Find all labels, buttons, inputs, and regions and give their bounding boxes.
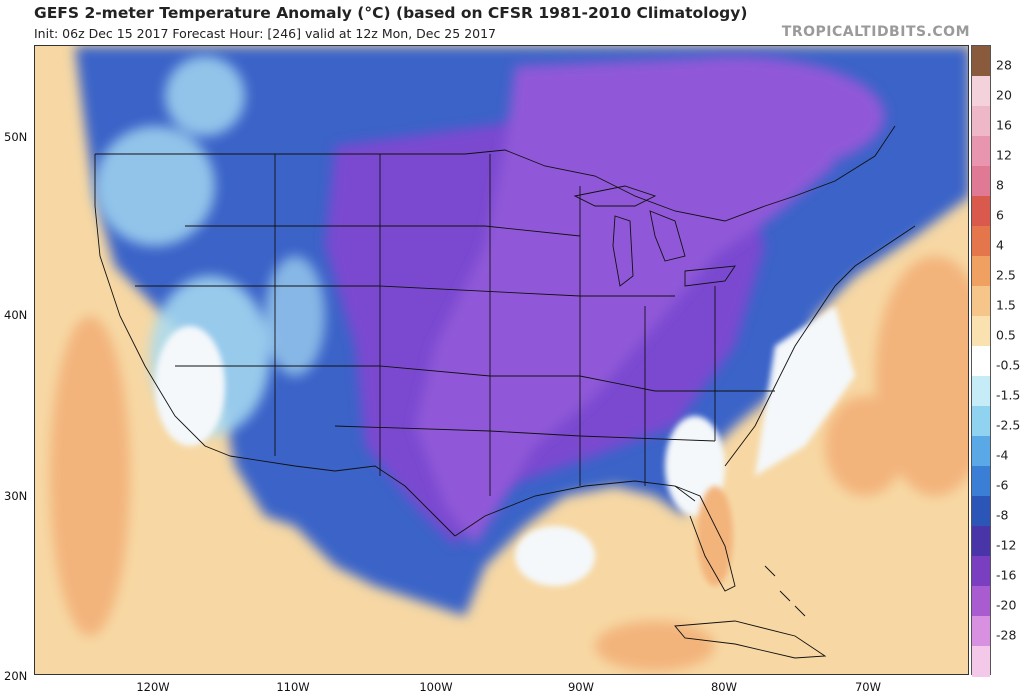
color-scale-tick-label: 0.5 bbox=[996, 327, 1016, 343]
gulf-warm-patch bbox=[595, 621, 715, 671]
color-scale-segment bbox=[972, 646, 990, 677]
color-scale-segment bbox=[972, 346, 990, 377]
color-scale-segment bbox=[972, 526, 990, 557]
lake-erie bbox=[684, 265, 736, 287]
lat-label-30n: 30N bbox=[4, 489, 28, 503]
color-scale-tick-label: 1.5 bbox=[996, 297, 1016, 313]
atlantic-warm-patch-2 bbox=[825, 396, 905, 496]
watermark: TROPICALTIDBITS.COM bbox=[781, 24, 970, 40]
boundaries bbox=[94, 125, 916, 592]
florida-outline bbox=[674, 485, 736, 592]
color-scale-tick-label: -8 bbox=[996, 507, 1009, 523]
color-scale-segment bbox=[972, 136, 990, 167]
cuba-outline bbox=[674, 620, 827, 659]
coldest-core bbox=[415, 56, 885, 546]
color-scale-segment bbox=[972, 76, 990, 107]
lon-label-120w: 120W bbox=[136, 680, 170, 694]
east-coast bbox=[724, 225, 916, 467]
pacific-warm-patch bbox=[50, 316, 130, 636]
color-scale-segment bbox=[972, 496, 990, 527]
baja-white bbox=[155, 326, 225, 446]
lat-label-40n: 40N bbox=[4, 308, 28, 322]
color-scale-tick-label: 28 bbox=[996, 57, 1012, 73]
lake-huron bbox=[649, 210, 686, 262]
color-scale-segment bbox=[972, 316, 990, 347]
map-panel bbox=[34, 45, 969, 675]
map-subtitle: Init: 06z Dec 15 2017 Forecast Hour: [24… bbox=[34, 26, 496, 41]
color-scale-tick-label: 8 bbox=[996, 177, 1004, 193]
canada-coldest bbox=[585, 56, 885, 176]
color-scale-tick-label: -2.5 bbox=[996, 417, 1021, 433]
us-mexico-border bbox=[229, 455, 456, 537]
color-scale-segment bbox=[972, 466, 990, 497]
lat-label-20n: 20N bbox=[4, 669, 28, 683]
lon-label-70w: 70W bbox=[854, 680, 882, 694]
color-scale-tick-label: -12 bbox=[996, 537, 1017, 553]
color-scale-segment bbox=[972, 226, 990, 257]
west-coast bbox=[94, 154, 231, 457]
color-scale-tick-label: 4 bbox=[996, 237, 1004, 253]
gulf-coast-white bbox=[515, 526, 595, 586]
lake-superior bbox=[573, 185, 657, 207]
warm-ocean-patches bbox=[50, 256, 968, 671]
florida-warm bbox=[697, 486, 733, 586]
color-scale-tick-label: -6 bbox=[996, 477, 1009, 493]
color-scale-segment bbox=[972, 436, 990, 467]
pacific-nw-mild bbox=[95, 126, 215, 246]
color-scale-segment bbox=[972, 406, 990, 437]
state-line-6 bbox=[135, 285, 675, 297]
color-scale-segment bbox=[972, 106, 990, 137]
color-scale-segment bbox=[972, 616, 990, 647]
great-lakes-coldest bbox=[415, 56, 835, 546]
us-canada-border bbox=[95, 125, 896, 222]
alberta-mild bbox=[165, 56, 245, 136]
lon-label-90w: 90W bbox=[567, 680, 595, 694]
lat-label-50n: 50N bbox=[4, 130, 28, 144]
state-line-7 bbox=[175, 365, 775, 392]
color-scale-segment bbox=[972, 556, 990, 587]
color-scale-segment bbox=[972, 286, 990, 317]
florida-peninsula-warm bbox=[697, 486, 733, 586]
lake-michigan bbox=[612, 215, 634, 287]
bahamas bbox=[764, 565, 806, 617]
map-title: GEFS 2-meter Temperature Anomaly (°C) (b… bbox=[34, 4, 748, 22]
color-scale-tick-label: -1.5 bbox=[996, 387, 1021, 403]
color-scale-tick-label: 12 bbox=[996, 147, 1012, 163]
color-scale-bar bbox=[971, 45, 991, 677]
rockies-mild bbox=[265, 256, 325, 376]
color-scale-segment bbox=[972, 376, 990, 407]
color-scale-tick-label: -16 bbox=[996, 567, 1017, 583]
lon-label-80w: 80W bbox=[710, 680, 738, 694]
anomaly-map bbox=[35, 46, 968, 674]
color-scale-tick-label: -28 bbox=[996, 627, 1017, 643]
color-scale-segment bbox=[972, 46, 990, 77]
color-scale-tick-label: 2.5 bbox=[996, 267, 1016, 283]
state-line-5 bbox=[185, 225, 581, 237]
color-scale-tick-label: 16 bbox=[996, 117, 1012, 133]
color-scale-segment bbox=[972, 256, 990, 287]
state-line-8 bbox=[334, 425, 716, 442]
color-scale-segment bbox=[972, 196, 990, 227]
color-scale-tick-label: 20 bbox=[996, 87, 1012, 103]
lon-label-110w: 110W bbox=[276, 680, 310, 694]
lon-label-100w: 100W bbox=[419, 680, 453, 694]
color-scale-tick-label: -0.5 bbox=[996, 357, 1021, 373]
color-scale-segment bbox=[972, 166, 990, 197]
east-coast-white bbox=[755, 306, 855, 476]
color-scale-tick-label: -4 bbox=[996, 447, 1009, 463]
color-scale-tick-label: -20 bbox=[996, 597, 1017, 613]
color-scale-segment bbox=[972, 586, 990, 617]
color-scale-tick-label: 6 bbox=[996, 207, 1004, 223]
caribbean-islands bbox=[674, 565, 827, 659]
